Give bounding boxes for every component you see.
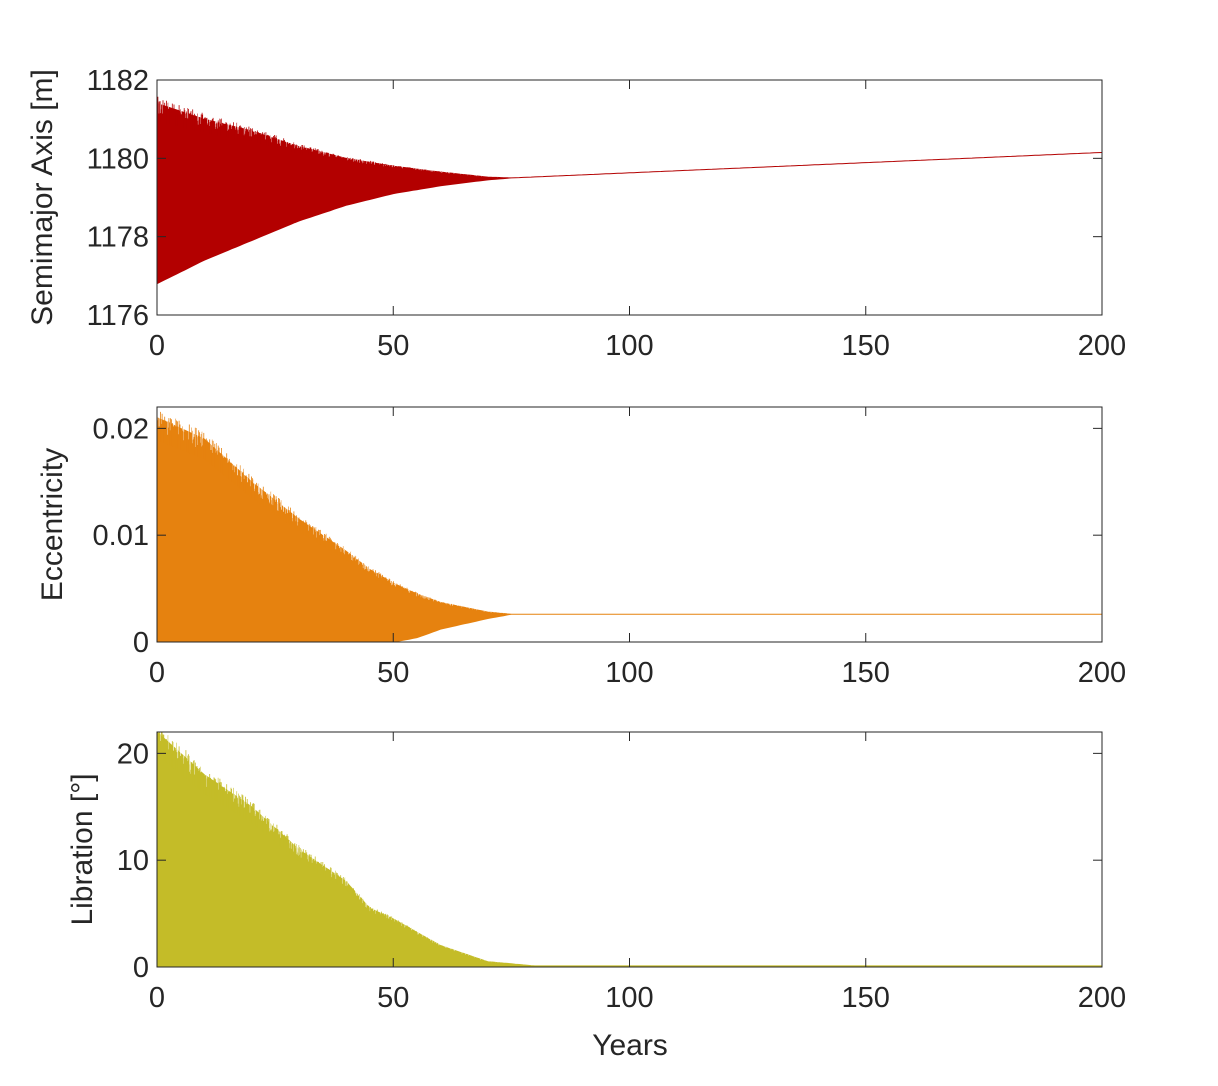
x-tick-label: 100 xyxy=(605,982,653,1014)
y-tick-label: 1180 xyxy=(87,143,149,175)
semimajor-axis-envelope-area xyxy=(157,102,1102,285)
y-tick-label: 1176 xyxy=(87,300,149,332)
x-tick-label: 150 xyxy=(842,657,890,689)
y-tick-label: 1182 xyxy=(87,65,149,97)
y-tick-label: 20 xyxy=(117,738,149,770)
x-tick-label: 100 xyxy=(605,330,653,362)
x-tick-label: 50 xyxy=(377,657,409,689)
libration-panel: 0 50 100 150 200 0 10 20 Libration [°] Years xyxy=(66,731,1126,1062)
x-tick-label: 150 xyxy=(842,330,890,362)
libration-oscillation-spikes xyxy=(157,732,512,965)
libration-y-axis-label: Libration [°] xyxy=(66,773,99,925)
x-tick-label: 100 xyxy=(605,657,653,689)
y-tick-label: 1178 xyxy=(87,222,149,254)
y-tick-label: 0 xyxy=(133,627,149,659)
x-tick-label: 50 xyxy=(377,330,409,362)
x-tick-label: 150 xyxy=(842,982,890,1014)
x-tick-label: 200 xyxy=(1078,330,1126,362)
x-axis-label: Years xyxy=(592,1029,668,1062)
y-tick-label: 0.02 xyxy=(93,413,149,445)
eccentricity-y-axis-label: Eccentricity xyxy=(36,448,69,601)
y-tick-label: 0.01 xyxy=(93,520,149,552)
x-tick-label: 0 xyxy=(149,657,165,689)
x-tick-label: 0 xyxy=(149,982,165,1014)
semimajor-axis-oscillation-spikes xyxy=(157,96,510,178)
x-tick-label: 200 xyxy=(1078,657,1126,689)
x-tick-label: 0 xyxy=(149,330,165,362)
y-tick-label: 0 xyxy=(133,952,149,984)
semimajor-axis-y-axis-label: Semimajor Axis [m] xyxy=(26,69,59,326)
eccentricity-panel: 0 50 100 150 200 0 0.01 0.02 Eccentricity xyxy=(36,406,1126,689)
eccentricity-oscillation-spikes xyxy=(157,411,510,615)
y-tick-label: 10 xyxy=(117,845,149,877)
x-tick-label: 200 xyxy=(1078,982,1126,1014)
x-tick-label: 50 xyxy=(377,982,409,1014)
semimajor-axis-panel: 0 50 100 150 200 1176 1178 1180 1182 Semimajor Ax… xyxy=(26,65,1126,362)
